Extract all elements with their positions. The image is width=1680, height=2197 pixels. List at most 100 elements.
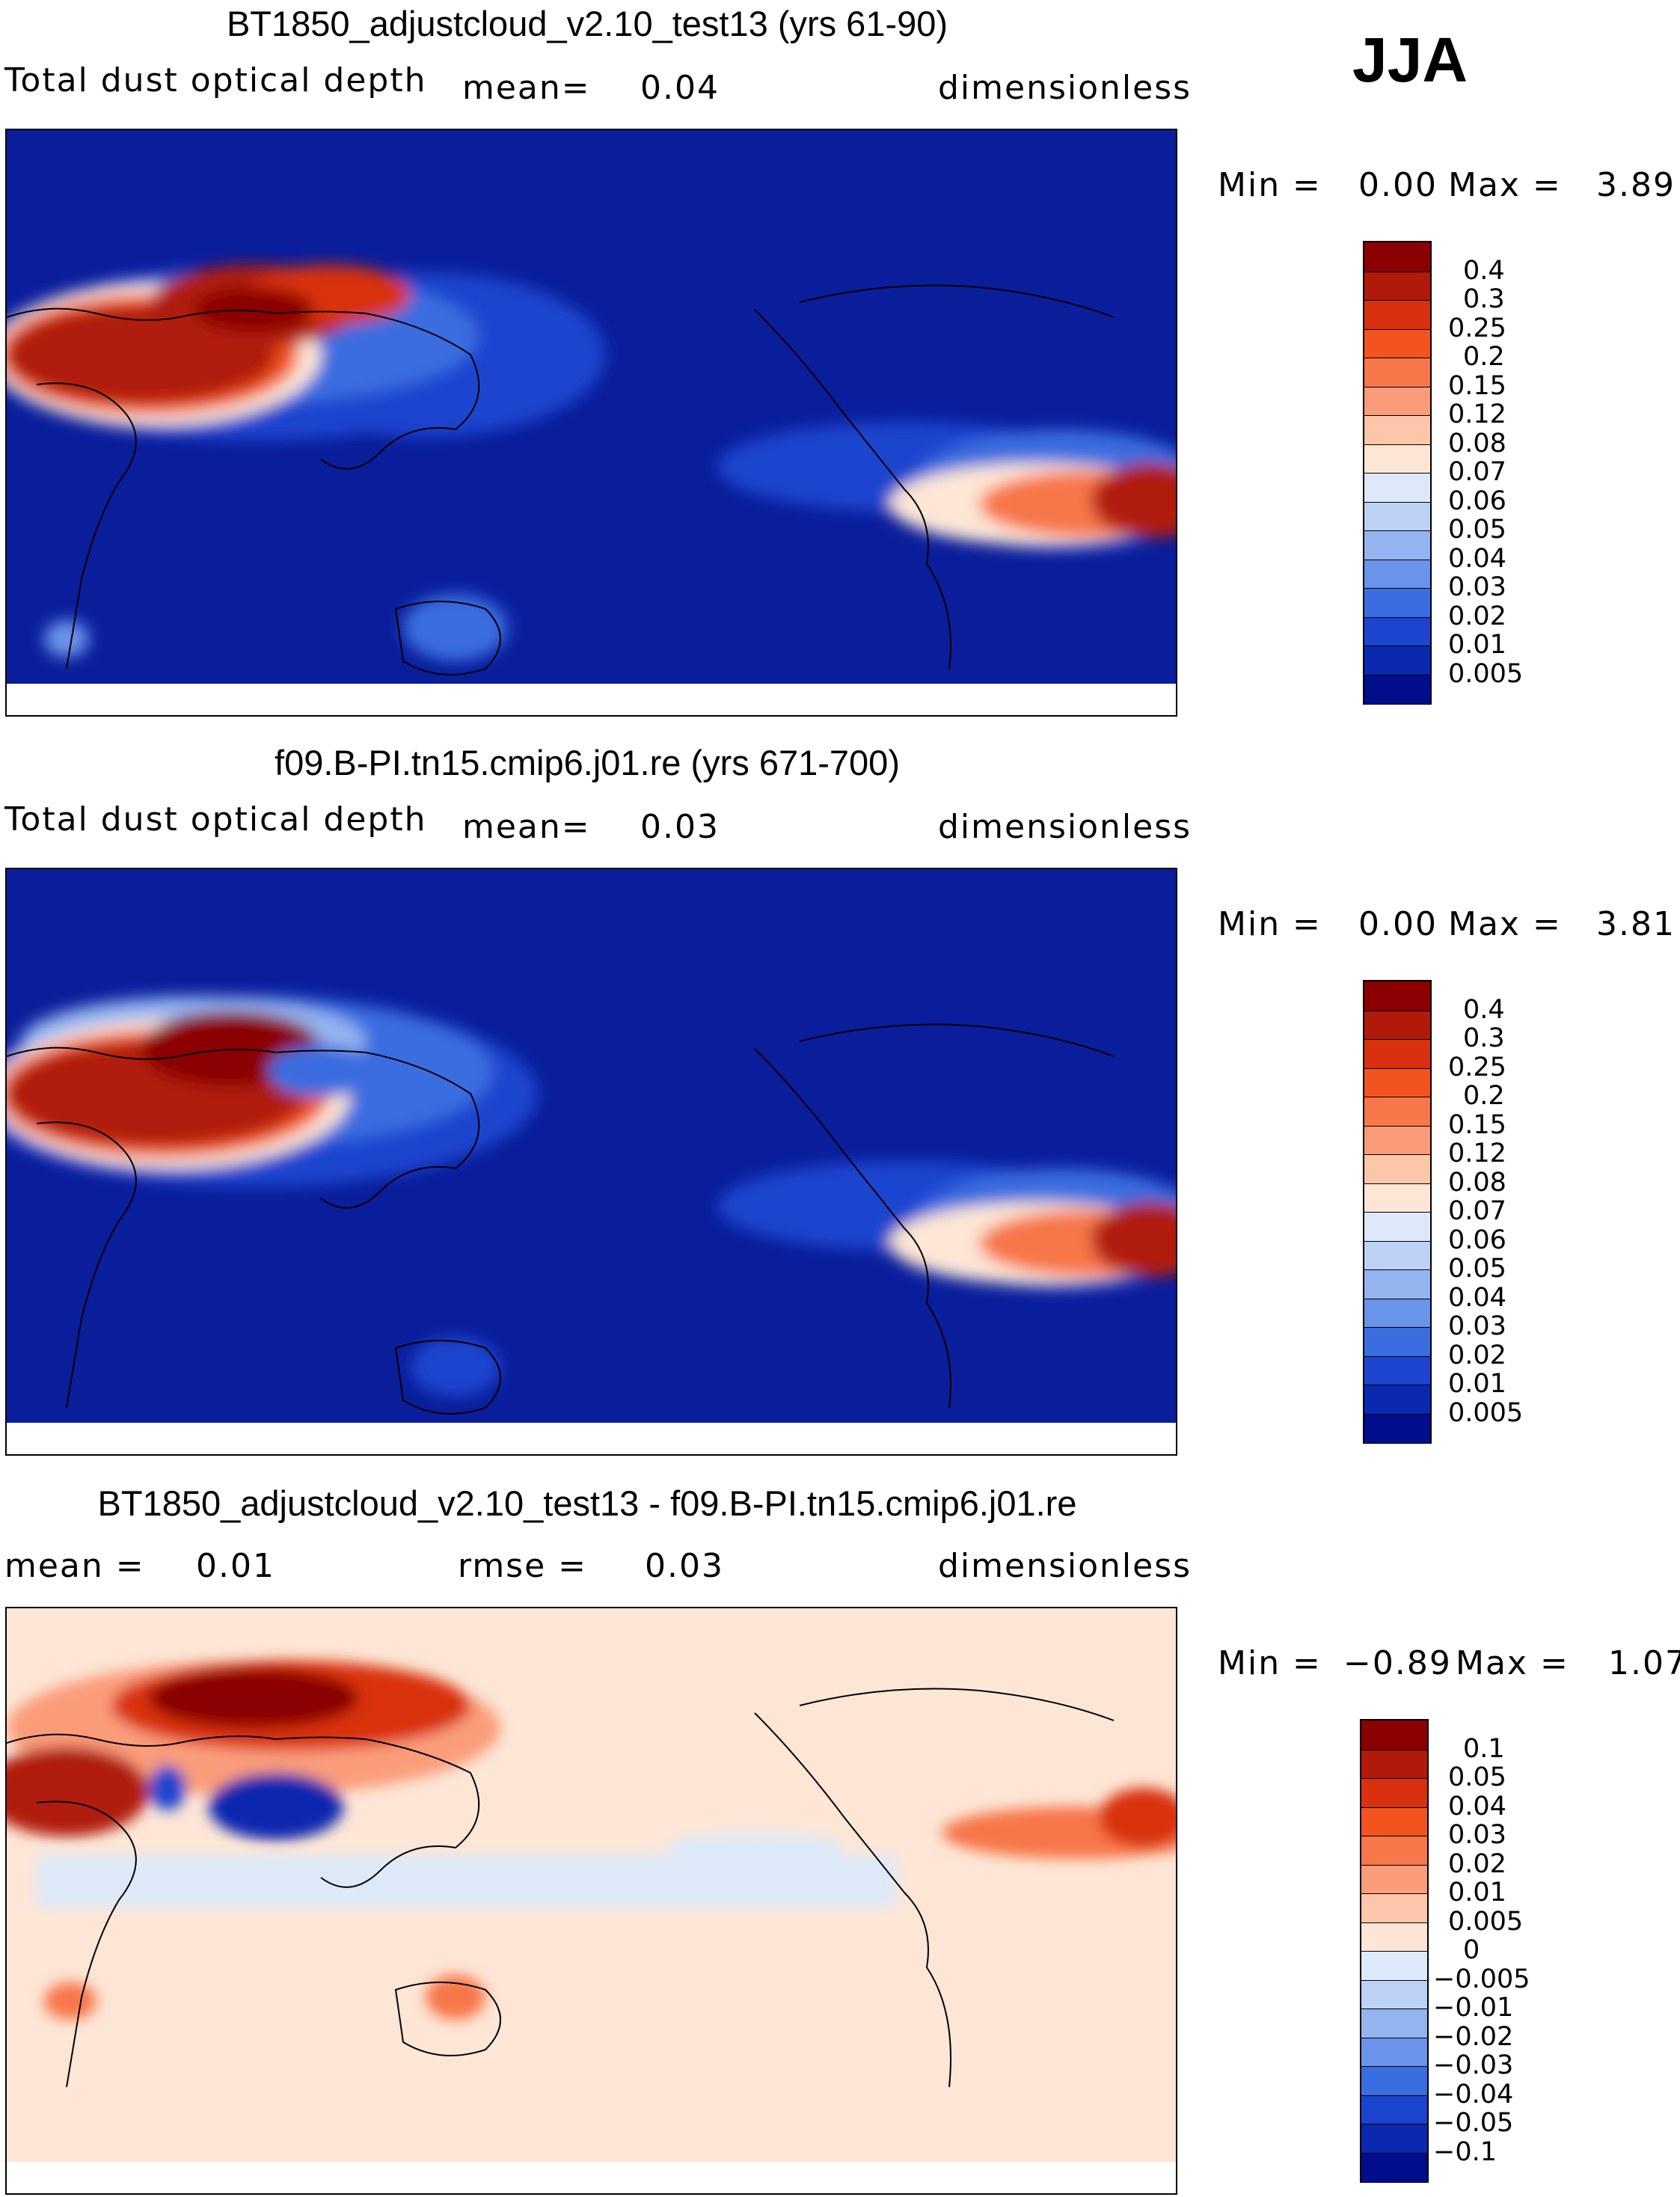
colorbar-swatch bbox=[1364, 559, 1430, 589]
panel-3-rmse-value: 0.03 bbox=[645, 1547, 724, 1585]
colorbar-tick-label: 0.1 bbox=[1463, 1733, 1505, 1764]
colorbar-swatch bbox=[1364, 1010, 1430, 1040]
panel-3-min-label: Min = bbox=[1218, 1644, 1322, 1682]
colorbar-tick-label: 0 bbox=[1463, 1935, 1480, 1965]
colorbar-tick-label: 0.005 bbox=[1448, 1906, 1524, 1937]
colorbar-tick-label: 0.03 bbox=[1448, 1820, 1506, 1850]
colorbar-tick-label: 0.4 bbox=[1463, 994, 1505, 1025]
colorbar-swatch bbox=[1361, 1720, 1427, 1750]
colorbar-swatch bbox=[1364, 415, 1430, 445]
colorbar-tick-label: −0.01 bbox=[1433, 1993, 1514, 2023]
panel-1-mean-value: 0.04 bbox=[640, 69, 720, 107]
panel-1-units: dimensionless bbox=[938, 69, 1192, 107]
colorbar-tick-label: 0.05 bbox=[1448, 1762, 1506, 1792]
colorbar-swatch bbox=[1364, 444, 1430, 474]
panel-3-colorbar bbox=[1360, 1719, 1429, 2183]
colorbar-swatch bbox=[1361, 2008, 1427, 2038]
colorbar-swatch bbox=[1364, 271, 1430, 301]
colorbar-tick-label: 0.08 bbox=[1448, 428, 1506, 459]
panel-1-map-svg bbox=[7, 130, 1176, 715]
colorbar-swatch bbox=[1361, 1836, 1427, 1866]
panel-3-title: BT1850_adjustcloud_v2.10_test13 - f09.B-… bbox=[97, 1483, 1077, 1523]
colorbar-tick-label: −0.1 bbox=[1433, 2136, 1497, 2167]
colorbar-swatch bbox=[1361, 1749, 1427, 1779]
panel-2-mean-value: 0.03 bbox=[640, 808, 720, 846]
colorbar-tick-label: 0.02 bbox=[1448, 1848, 1506, 1879]
colorbar-tick-label: 0.005 bbox=[1448, 1397, 1524, 1428]
colorbar-swatch bbox=[1364, 674, 1430, 704]
colorbar-swatch bbox=[1364, 1240, 1430, 1270]
colorbar-swatch bbox=[1364, 1125, 1430, 1155]
panel-2-min-label: Min = bbox=[1218, 905, 1322, 943]
colorbar-tick-label: 0.07 bbox=[1448, 1196, 1506, 1226]
colorbar-tick-label: 0.005 bbox=[1448, 658, 1524, 689]
colorbar-swatch bbox=[1364, 981, 1430, 1011]
panel-1-dust-plume bbox=[7, 265, 1176, 661]
colorbar-tick-label: 0.25 bbox=[1448, 313, 1506, 343]
panel-2-variable: Total dust optical depth bbox=[4, 800, 427, 839]
colorbar-tick-label: 0.04 bbox=[1448, 543, 1506, 574]
colorbar-tick-label: 0.05 bbox=[1448, 1254, 1506, 1284]
panel-3-max-value: 1.07 bbox=[1608, 1644, 1680, 1682]
panel-3-min-value: −0.89 bbox=[1343, 1644, 1452, 1682]
panel-2-coastlines bbox=[7, 1023, 1115, 1415]
colorbar-swatch bbox=[1364, 1097, 1430, 1127]
colorbar-tick-label: 0.07 bbox=[1448, 457, 1506, 487]
colorbar-tick-label: −0.03 bbox=[1433, 2050, 1514, 2080]
colorbar-swatch bbox=[1364, 1183, 1430, 1213]
colorbar-swatch bbox=[1364, 1413, 1430, 1443]
panel-2-dust-plume bbox=[7, 996, 1176, 1397]
colorbar-tick-label: 0.04 bbox=[1448, 1791, 1506, 1821]
panel-2-max-value: 3.81 bbox=[1596, 905, 1676, 943]
colorbar-swatch bbox=[1361, 2152, 1427, 2182]
colorbar-tick-label: 0.15 bbox=[1448, 370, 1506, 401]
panel-3-coastlines bbox=[7, 1688, 1115, 2088]
colorbar-swatch bbox=[1361, 2124, 1427, 2154]
colorbar-tick-label: 0.01 bbox=[1448, 1369, 1506, 1399]
colorbar-swatch bbox=[1364, 1154, 1430, 1184]
colorbar-swatch bbox=[1364, 473, 1430, 503]
panel-2-colorbar bbox=[1363, 980, 1432, 1444]
colorbar-tick-label: 0.03 bbox=[1448, 1311, 1506, 1341]
colorbar-tick-label: 0.08 bbox=[1448, 1167, 1506, 1198]
colorbar-swatch bbox=[1364, 1298, 1430, 1328]
colorbar-tick-label: 0.04 bbox=[1448, 1282, 1506, 1313]
colorbar-tick-label: 0.12 bbox=[1448, 1139, 1506, 1168]
colorbar-swatch bbox=[1364, 501, 1430, 531]
colorbar-swatch bbox=[1364, 386, 1430, 416]
colorbar-swatch bbox=[1364, 588, 1430, 618]
colorbar-tick-label: 0.02 bbox=[1448, 1340, 1506, 1370]
panel-2-max-label: Max = bbox=[1448, 905, 1562, 943]
panel-1-variable: Total dust optical depth bbox=[4, 61, 427, 99]
panel-3-missing-band bbox=[7, 2162, 1176, 2193]
panel-1-coastlines bbox=[7, 284, 1115, 675]
panel-1-missing-band bbox=[7, 684, 1176, 715]
panel-3-map-svg bbox=[7, 1608, 1176, 2193]
colorbar-swatch bbox=[1364, 1269, 1430, 1299]
colorbar-swatch bbox=[1361, 1951, 1427, 1981]
colorbar-swatch bbox=[1361, 1864, 1427, 1894]
colorbar-swatch bbox=[1364, 300, 1430, 330]
panel-3-max-label: Max = bbox=[1456, 1644, 1569, 1682]
colorbar-swatch bbox=[1361, 2095, 1427, 2124]
panel-1-map bbox=[5, 129, 1177, 717]
colorbar-tick-label: 0.02 bbox=[1448, 601, 1506, 631]
colorbar-swatch bbox=[1361, 1922, 1427, 1952]
colorbar-tick-label: −0.05 bbox=[1433, 2108, 1514, 2138]
colorbar-tick-label: 0.4 bbox=[1463, 255, 1505, 286]
colorbar-swatch bbox=[1361, 1778, 1427, 1808]
colorbar-swatch bbox=[1364, 328, 1430, 358]
season-label: JJA bbox=[1352, 25, 1468, 95]
panel-1-min-value: 0.00 bbox=[1358, 166, 1438, 204]
colorbar-swatch bbox=[1361, 2037, 1427, 2067]
colorbar-swatch bbox=[1364, 1067, 1430, 1097]
colorbar-tick-label: −0.005 bbox=[1433, 1964, 1530, 1994]
colorbar-tick-label: −0.04 bbox=[1433, 2079, 1514, 2109]
colorbar-swatch bbox=[1361, 2066, 1427, 2096]
colorbar-tick-label: 0.2 bbox=[1463, 1081, 1505, 1111]
colorbar-swatch bbox=[1364, 358, 1430, 387]
panel-2-title: f09.B-PI.tn15.cmip6.j01.re (yrs 671-700) bbox=[275, 743, 900, 782]
panel-2-map-svg bbox=[7, 869, 1176, 1454]
colorbar-tick-label: 0.01 bbox=[1448, 630, 1506, 660]
